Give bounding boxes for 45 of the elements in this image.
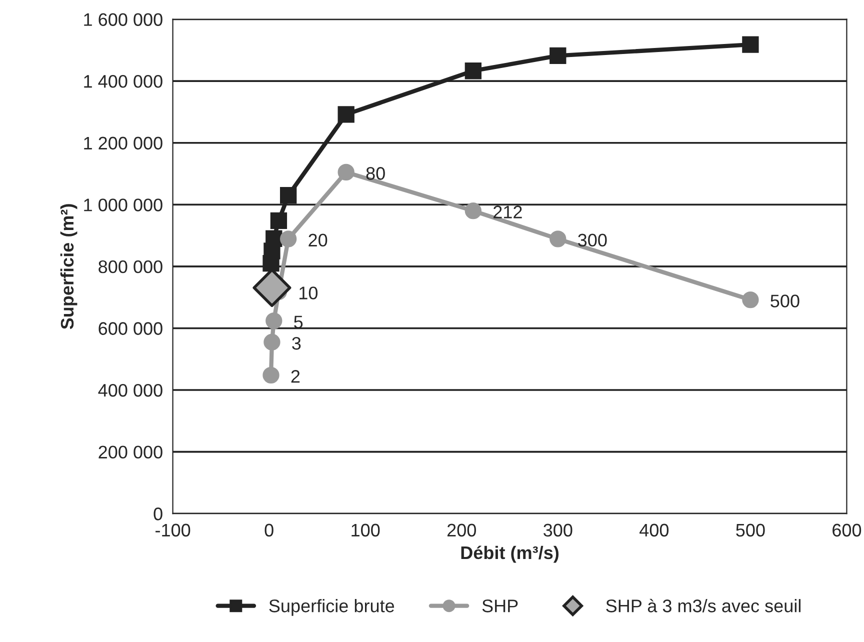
x-axis-title: Débit (m³/s) — [461, 546, 559, 563]
y-tick-label: 0 — [154, 508, 162, 520]
point — [550, 47, 566, 64]
y-tick-label: 1 400 000 — [84, 74, 162, 88]
y-tick-label: 800 000 — [98, 260, 162, 274]
x-tick-label: -100 — [156, 524, 190, 537]
annotation: 2 — [291, 370, 300, 383]
point — [338, 164, 354, 181]
point — [550, 230, 566, 248]
y-axis-title: Superficie (m²) — [60, 204, 78, 330]
annotation: 500 — [770, 294, 800, 308]
point — [280, 187, 297, 204]
point — [464, 62, 482, 80]
x-tick-label: 200 — [447, 524, 476, 537]
x-tick-label: 500 — [736, 524, 765, 537]
y-tick-label: 1 600 000 — [84, 13, 162, 26]
annotation: 10 — [300, 286, 318, 300]
annotation: 80 — [366, 167, 385, 180]
x-tick-label: 100 — [352, 524, 380, 537]
y-tick-label: 600 000 — [98, 322, 162, 335]
annotation: 20 — [308, 234, 328, 247]
point — [264, 334, 280, 350]
point — [742, 36, 759, 53]
y-tick-label: 200 000 — [98, 446, 162, 459]
y-tick-label: 400 000 — [98, 384, 162, 397]
point — [262, 366, 280, 384]
legend-label: Superficie brute — [269, 599, 394, 616]
annotation: 3 — [292, 336, 301, 350]
point — [742, 291, 759, 308]
point — [266, 230, 282, 247]
annotation: 212 — [494, 206, 522, 218]
x-tick-label: 0 — [264, 524, 274, 537]
point — [338, 106, 354, 123]
x-tick-label: 400 — [640, 524, 669, 537]
y-tick-label: 1 200 000 — [84, 136, 162, 150]
point — [270, 212, 288, 230]
legend-label: SHP à 3 m3/s avec seuil — [606, 598, 800, 612]
point — [266, 312, 282, 330]
y-tick-label: 1 000 000 — [84, 198, 162, 212]
x-tick-label: 300 — [544, 524, 572, 537]
point — [464, 202, 482, 220]
x-tick-label: 600 — [832, 524, 862, 537]
annotation: 300 — [578, 234, 607, 247]
legend-label: SHP — [482, 600, 518, 612]
point — [280, 230, 297, 248]
